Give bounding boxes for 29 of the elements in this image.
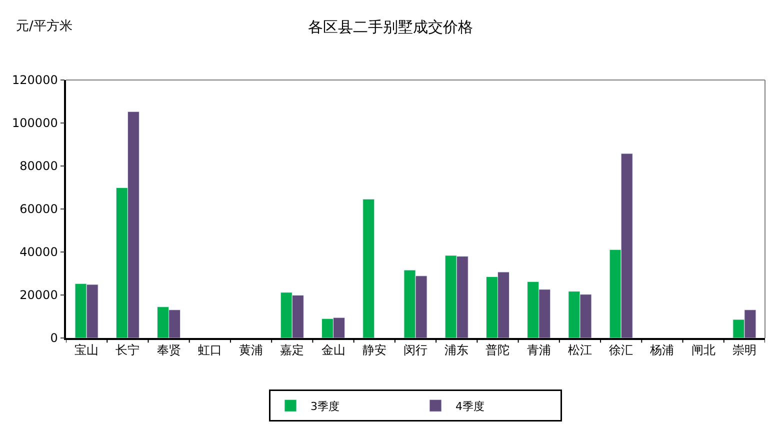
x-tick-label: 宝山 bbox=[74, 343, 99, 358]
x-tick-label: 长宁 bbox=[116, 343, 140, 358]
chart-title: 各区县二手别墅成交价格 bbox=[308, 18, 473, 36]
y-tick-label: 0 bbox=[50, 331, 58, 346]
x-tick-label: 黄浦 bbox=[239, 343, 264, 358]
y-tick-label: 20000 bbox=[20, 288, 58, 302]
y-tick-label: 40000 bbox=[20, 245, 58, 260]
x-tick-label: 奉贤 bbox=[156, 343, 181, 358]
y-tick-label: 120000 bbox=[12, 73, 58, 88]
y-tick-label: 100000 bbox=[12, 116, 58, 130]
legend-label: 3季度 bbox=[310, 400, 340, 413]
x-tick-label: 徐汇 bbox=[609, 343, 634, 358]
x-tick-label: 崇明 bbox=[732, 343, 756, 358]
bar bbox=[362, 198, 375, 338]
y-tick-label: 80000 bbox=[20, 159, 58, 174]
x-tick-label: 嘉定 bbox=[280, 343, 304, 358]
y-tick-label: 60000 bbox=[20, 202, 58, 216]
x-tick-label: 闸北 bbox=[691, 343, 716, 358]
x-tick-label: 松江 bbox=[568, 343, 592, 358]
y-axis-title: 元/平方米 bbox=[16, 18, 72, 34]
x-tick-label: 普陀 bbox=[486, 343, 510, 358]
legend-label: 4季度 bbox=[456, 400, 484, 413]
x-tick-label: 金山 bbox=[321, 343, 346, 358]
x-tick-label: 静安 bbox=[362, 343, 386, 358]
x-tick-label: 闵行 bbox=[404, 343, 428, 358]
x-tick-label: 虹口 bbox=[198, 343, 222, 358]
x-tick-label: 杨浦 bbox=[649, 343, 674, 358]
x-tick-label: 青浦 bbox=[526, 343, 551, 358]
x-tick-label: 浦东 bbox=[444, 343, 469, 358]
